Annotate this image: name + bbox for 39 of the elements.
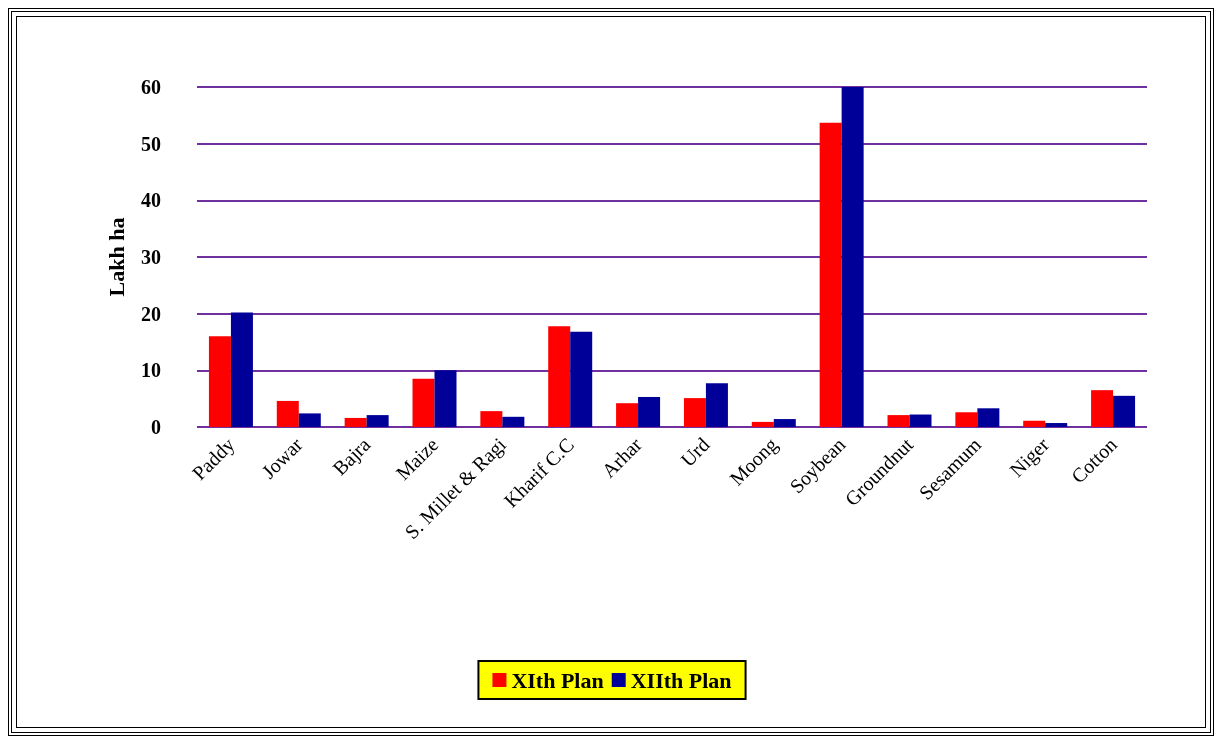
- bar: [480, 411, 503, 427]
- bar: [1113, 395, 1136, 427]
- bar: [1091, 390, 1114, 427]
- bar: [366, 415, 389, 427]
- bar: [208, 336, 231, 427]
- y-axis-title: Lakh ha: [103, 217, 129, 297]
- y-tick-label: 20: [141, 302, 161, 325]
- bar: [230, 312, 253, 427]
- bar: [1045, 423, 1068, 427]
- y-tick-label: 50: [141, 132, 161, 155]
- bar: [955, 412, 978, 427]
- bar: [705, 383, 728, 427]
- bar: [909, 414, 932, 427]
- bar: [1023, 420, 1046, 427]
- bar: [616, 403, 639, 427]
- bar: [298, 413, 321, 427]
- bar: [548, 326, 571, 427]
- bar: [638, 396, 661, 427]
- bar: [887, 415, 910, 427]
- bar: [977, 408, 1000, 427]
- y-tick-label: 10: [141, 359, 161, 382]
- bar: [570, 331, 593, 427]
- x-tick-label: Urd: [676, 433, 714, 471]
- bar: [434, 370, 457, 427]
- y-tick-label: 60: [141, 76, 161, 98]
- legend-label: XIIth Plan: [630, 667, 732, 693]
- bar: [683, 398, 706, 427]
- y-tick-label: 30: [141, 246, 161, 268]
- bar: [751, 421, 774, 427]
- bar: [276, 400, 299, 427]
- bar: [412, 378, 435, 427]
- bar: [502, 416, 525, 427]
- y-tick-label: 40: [141, 189, 161, 212]
- y-tick-label: 0: [151, 416, 161, 438]
- legend-label: XIth Plan: [511, 667, 604, 693]
- bar: [773, 419, 796, 427]
- bar: [819, 122, 842, 427]
- bar: [344, 417, 367, 427]
- bar: [841, 87, 864, 427]
